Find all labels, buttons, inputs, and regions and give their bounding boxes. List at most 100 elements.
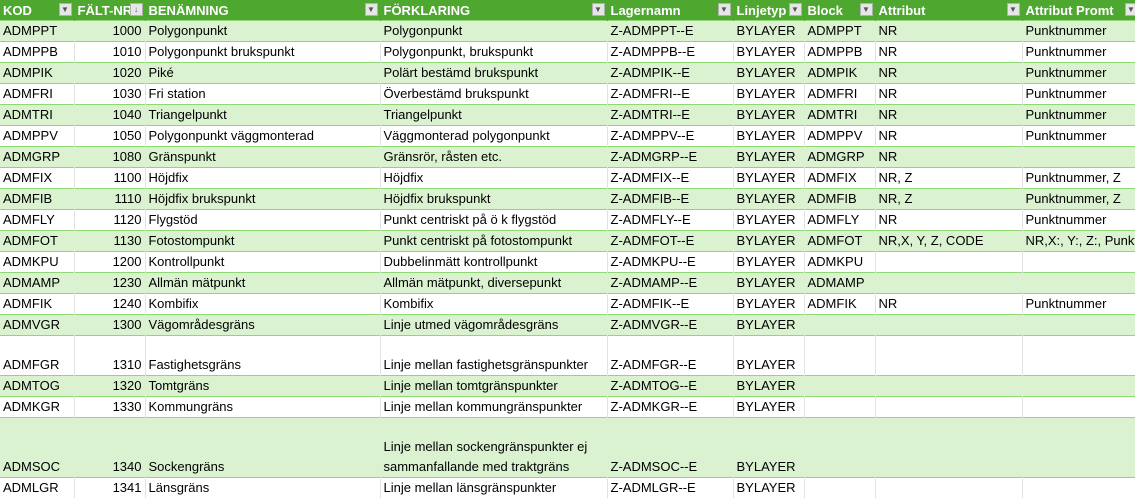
cell-falt-nr[interactable]: 1040: [74, 105, 145, 126]
cell-falt-nr[interactable]: 1310: [74, 336, 145, 376]
cell-benamning[interactable]: Allmän mätpunkt: [145, 273, 380, 294]
cell-attribut[interactable]: NR: [875, 42, 1022, 63]
cell-linjetyp[interactable]: BYLAYER: [733, 478, 804, 498]
cell-forklaring[interactable]: Linje mellan sockengränspunkter ej samma…: [380, 418, 607, 478]
cell-benamning[interactable]: Kontrollpunkt: [145, 252, 380, 273]
cell-attribut[interactable]: [875, 315, 1022, 336]
cell-attribut[interactable]: [875, 252, 1022, 273]
cell-block[interactable]: ADMPPT: [804, 21, 875, 42]
cell-forklaring[interactable]: Linje utmed vägområdesgräns: [380, 315, 607, 336]
cell-linjetyp[interactable]: BYLAYER: [733, 376, 804, 397]
cell-lagernamn[interactable]: Z-ADMPPT--E: [607, 21, 733, 42]
cell-attribut-promt[interactable]: Punktnummer: [1022, 84, 1135, 105]
cell-kod[interactable]: ADMFIK: [0, 294, 74, 315]
column-header-forklaring[interactable]: FÖRKLARING▼: [380, 0, 607, 21]
cell-falt-nr[interactable]: 1100: [74, 168, 145, 189]
cell-kod[interactable]: ADMPPB: [0, 42, 74, 63]
cell-block[interactable]: ADMFRI: [804, 84, 875, 105]
cell-falt-nr[interactable]: 1320: [74, 376, 145, 397]
cell-attribut[interactable]: [875, 418, 1022, 478]
column-header-attribut[interactable]: Attribut▼: [875, 0, 1022, 21]
cell-benamning[interactable]: Polygonpunkt väggmonterad: [145, 126, 380, 147]
cell-attribut[interactable]: [875, 336, 1022, 376]
cell-attribut-promt[interactable]: [1022, 418, 1135, 478]
cell-attribut-promt[interactable]: [1022, 478, 1135, 498]
cell-attribut[interactable]: [875, 273, 1022, 294]
cell-kod[interactable]: ADMTOG: [0, 376, 74, 397]
cell-linjetyp[interactable]: BYLAYER: [733, 397, 804, 418]
cell-lagernamn[interactable]: Z-ADMKGR--E: [607, 397, 733, 418]
cell-forklaring[interactable]: Överbestämd brukspunkt: [380, 84, 607, 105]
cell-forklaring[interactable]: Väggmonterad polygonpunkt: [380, 126, 607, 147]
cell-attribut[interactable]: [875, 478, 1022, 498]
cell-kod[interactable]: ADMKPU: [0, 252, 74, 273]
cell-benamning[interactable]: Fri station: [145, 84, 380, 105]
filter-dropdown-icon[interactable]: ▼: [592, 3, 605, 16]
cell-benamning[interactable]: Sockengräns: [145, 418, 380, 478]
cell-forklaring[interactable]: Höjdfix: [380, 168, 607, 189]
cell-lagernamn[interactable]: Z-ADMKPU--E: [607, 252, 733, 273]
cell-linjetyp[interactable]: BYLAYER: [733, 231, 804, 252]
cell-block[interactable]: [804, 397, 875, 418]
cell-lagernamn[interactable]: Z-ADMLGR--E: [607, 478, 733, 498]
cell-kod[interactable]: ADMLGR: [0, 478, 74, 498]
cell-attribut-promt[interactable]: Punktnummer: [1022, 210, 1135, 231]
cell-attribut-promt[interactable]: Punktnummer, Z: [1022, 189, 1135, 210]
cell-lagernamn[interactable]: Z-ADMGRP--E: [607, 147, 733, 168]
cell-attribut[interactable]: NR: [875, 147, 1022, 168]
cell-block[interactable]: ADMFIX: [804, 168, 875, 189]
cell-linjetyp[interactable]: BYLAYER: [733, 210, 804, 231]
filter-dropdown-icon[interactable]: ▼: [718, 3, 731, 16]
cell-forklaring[interactable]: Linje mellan tomtgränspunkter: [380, 376, 607, 397]
sort-filter-icon[interactable]: ↓: [130, 3, 143, 16]
cell-lagernamn[interactable]: Z-ADMVGR--E: [607, 315, 733, 336]
filter-dropdown-icon[interactable]: ▼: [860, 3, 873, 16]
cell-benamning[interactable]: Polygonpunkt brukspunkt: [145, 42, 380, 63]
cell-linjetyp[interactable]: BYLAYER: [733, 336, 804, 376]
cell-block[interactable]: ADMFIB: [804, 189, 875, 210]
cell-attribut-promt[interactable]: [1022, 252, 1135, 273]
cell-attribut[interactable]: NR: [875, 63, 1022, 84]
cell-linjetyp[interactable]: BYLAYER: [733, 42, 804, 63]
cell-forklaring[interactable]: Kombifix: [380, 294, 607, 315]
cell-attribut-promt[interactable]: NR,X:, Y:, Z:, Punkt: [1022, 231, 1135, 252]
column-header-kod[interactable]: KOD▼: [0, 0, 74, 21]
filter-dropdown-icon[interactable]: ▼: [59, 3, 72, 16]
cell-lagernamn[interactable]: Z-ADMFOT--E: [607, 231, 733, 252]
cell-attribut-promt[interactable]: Punktnummer: [1022, 63, 1135, 84]
cell-block[interactable]: [804, 376, 875, 397]
cell-kod[interactable]: ADMKGR: [0, 397, 74, 418]
cell-benamning[interactable]: Höjdfix brukspunkt: [145, 189, 380, 210]
cell-attribut-promt[interactable]: [1022, 336, 1135, 376]
cell-lagernamn[interactable]: Z-ADMFIK--E: [607, 294, 733, 315]
column-header-linjetyp[interactable]: Linjetyp▼: [733, 0, 804, 21]
cell-benamning[interactable]: Gränspunkt: [145, 147, 380, 168]
cell-falt-nr[interactable]: 1050: [74, 126, 145, 147]
cell-block[interactable]: ADMPIK: [804, 63, 875, 84]
cell-attribut-promt[interactable]: Punktnummer: [1022, 105, 1135, 126]
filter-dropdown-icon[interactable]: ▼: [1125, 3, 1135, 16]
cell-block[interactable]: [804, 478, 875, 498]
cell-block[interactable]: ADMKPU: [804, 252, 875, 273]
cell-benamning[interactable]: Länsgräns: [145, 478, 380, 498]
cell-kod[interactable]: ADMFIX: [0, 168, 74, 189]
column-header-benamning[interactable]: BENÄMNING▼: [145, 0, 380, 21]
cell-attribut-promt[interactable]: Punktnummer: [1022, 21, 1135, 42]
cell-falt-nr[interactable]: 1240: [74, 294, 145, 315]
cell-kod[interactable]: ADMTRI: [0, 105, 74, 126]
cell-attribut-promt[interactable]: [1022, 147, 1135, 168]
cell-attribut[interactable]: [875, 376, 1022, 397]
cell-forklaring[interactable]: Punkt centriskt på fotostompunkt: [380, 231, 607, 252]
cell-attribut-promt[interactable]: [1022, 273, 1135, 294]
cell-kod[interactable]: ADMAMP: [0, 273, 74, 294]
cell-forklaring[interactable]: Höjdfix brukspunkt: [380, 189, 607, 210]
cell-linjetyp[interactable]: BYLAYER: [733, 315, 804, 336]
cell-benamning[interactable]: Fotostompunkt: [145, 231, 380, 252]
cell-forklaring[interactable]: Gränsrör, råsten etc.: [380, 147, 607, 168]
cell-kod[interactable]: ADMFRI: [0, 84, 74, 105]
filter-dropdown-icon[interactable]: ▼: [1007, 3, 1020, 16]
cell-attribut-promt[interactable]: [1022, 397, 1135, 418]
cell-falt-nr[interactable]: 1330: [74, 397, 145, 418]
cell-falt-nr[interactable]: 1080: [74, 147, 145, 168]
cell-block[interactable]: ADMGRP: [804, 147, 875, 168]
